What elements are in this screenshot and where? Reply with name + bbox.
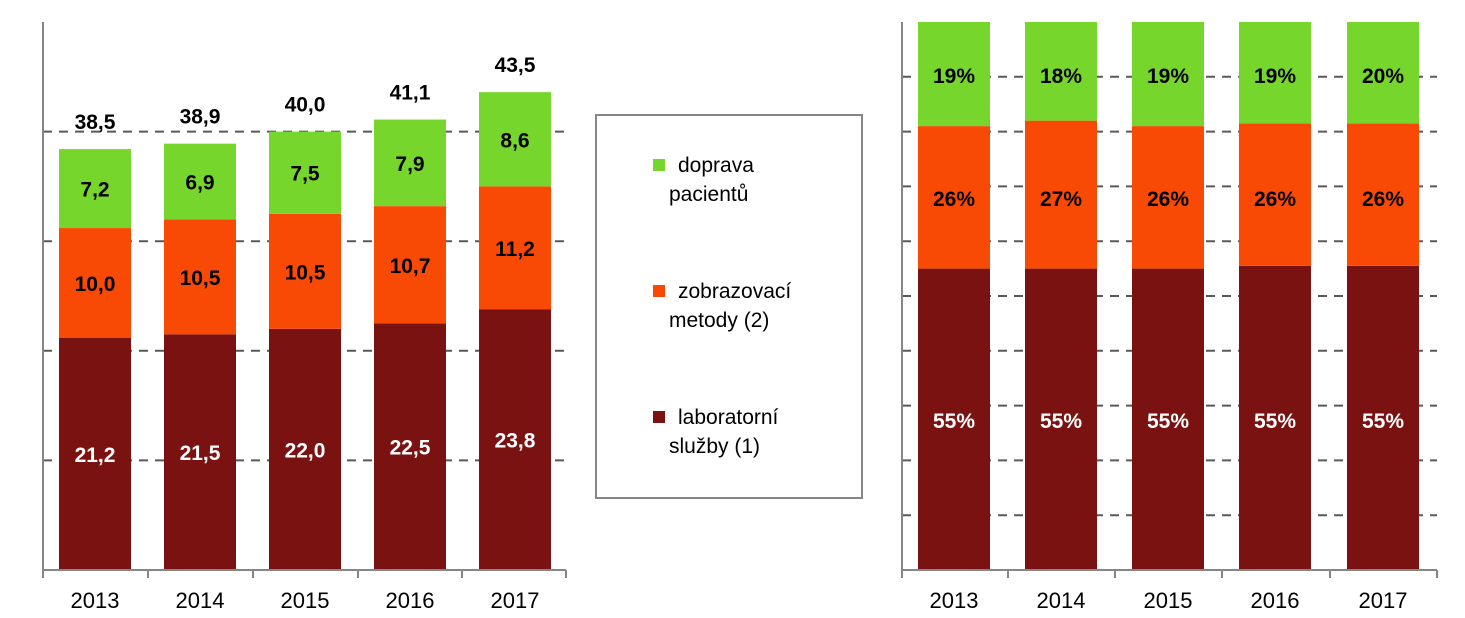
bar-segment-laboratorni xyxy=(479,309,551,570)
data-label-laboratorni: 21,2 xyxy=(75,444,116,467)
data-label-doprava: 18% xyxy=(1040,65,1082,88)
data-label-zobrazovaci: 26% xyxy=(1362,188,1404,211)
data-label-zobrazovaci: 11,2 xyxy=(495,238,535,261)
x-tick-label: 2013 xyxy=(71,588,120,613)
legend-label: pacientů xyxy=(669,183,748,206)
total-label: 43,5 xyxy=(495,54,536,77)
data-label-zobrazovaci: 10,7 xyxy=(390,255,431,278)
data-label-doprava: 6,9 xyxy=(185,171,214,194)
bar-segment-zobrazovaci xyxy=(479,186,551,310)
percent-stacked-bar-chart: 55% 26% 19% 2013 55% 27% 18% 2014 55% 26% 19% 2015 5… xyxy=(901,22,1438,613)
x-tick-label: 2017 xyxy=(491,588,540,613)
data-label-doprava: 19% xyxy=(1254,65,1296,88)
bar-segment-laboratorni xyxy=(1239,265,1311,570)
legend-swatch-doprava xyxy=(653,159,665,171)
data-label-doprava: 20% xyxy=(1362,65,1404,88)
data-label-laboratorni: 22,5 xyxy=(390,437,431,460)
x-tick-label: 2015 xyxy=(281,588,330,613)
data-label-laboratorni: 55% xyxy=(1040,410,1082,433)
bar-segment-doprava xyxy=(1347,22,1419,124)
data-label-laboratorni: 22,0 xyxy=(285,439,326,462)
legend: doprava pacientů zobrazovací metody (2) labo… xyxy=(595,114,863,499)
total-label: 38,5 xyxy=(75,111,116,134)
data-label-laboratorni: 23,8 xyxy=(495,430,536,453)
data-label-laboratorni: 55% xyxy=(1362,410,1404,433)
total-label: 41,1 xyxy=(390,82,431,105)
x-tick-label: 2014 xyxy=(176,588,225,613)
bar-segment-doprava xyxy=(374,119,446,207)
bar-segment-zobrazovaci xyxy=(918,126,990,269)
data-label-doprava: 7,9 xyxy=(395,153,424,176)
x-tick-label: 2014 xyxy=(1037,588,1086,613)
legend-swatch-zobrazovaci xyxy=(653,285,665,297)
x-tick-label: 2016 xyxy=(386,588,435,613)
x-tick-label: 2015 xyxy=(1144,588,1193,613)
bar-segment-zobrazovaci xyxy=(59,228,131,338)
data-label-doprava: 19% xyxy=(1147,65,1189,88)
bar-segment-doprava xyxy=(1025,22,1097,121)
bar-segment-zobrazovaci xyxy=(1132,126,1204,269)
legend-box xyxy=(595,114,863,499)
data-label-laboratorni: 55% xyxy=(933,410,975,433)
data-label-zobrazovaci: 26% xyxy=(933,188,975,211)
bar-segment-zobrazovaci xyxy=(1025,120,1097,269)
legend-label: laboratorní xyxy=(678,406,779,429)
x-tick-label: 2017 xyxy=(1359,588,1408,613)
bar-segment-doprava xyxy=(164,143,236,220)
legend-label: služby (1) xyxy=(669,435,760,458)
bar-segment-laboratorni xyxy=(269,328,341,570)
absolute-stacked-bar-chart: 21,2 10,0 7,2 38,5 2013 21,5 10,5 6,9 38,9 2014 22… xyxy=(42,22,567,613)
data-label-zobrazovaci: 10,5 xyxy=(285,261,326,284)
bar-segment-zobrazovaci xyxy=(164,219,236,335)
bar-segment-doprava xyxy=(1239,22,1311,124)
bar-segment-zobrazovaci xyxy=(1347,123,1419,266)
data-label-zobrazovaci: 10,0 xyxy=(75,273,116,296)
data-label-doprava: 19% xyxy=(933,65,975,88)
bar-segment-zobrazovaci xyxy=(1239,123,1311,266)
legend-swatch-laboratorni xyxy=(653,411,665,423)
data-label-zobrazovaci: 26% xyxy=(1254,188,1296,211)
bar-segment-zobrazovaci xyxy=(374,206,446,324)
x-tick-label: 2013 xyxy=(930,588,979,613)
bar-segment-laboratorni xyxy=(1025,268,1097,570)
bar-segment-doprava xyxy=(59,149,131,229)
data-label-laboratorni: 55% xyxy=(1147,410,1189,433)
x-tick-label: 2016 xyxy=(1251,588,1300,613)
bar-segment-laboratorni xyxy=(1132,268,1204,570)
bar-segment-doprava xyxy=(1132,22,1204,127)
bar-segment-laboratorni xyxy=(59,337,131,570)
total-label: 40,0 xyxy=(285,94,326,117)
data-label-doprava: 7,5 xyxy=(290,163,320,186)
legend-label: zobrazovací xyxy=(678,280,791,303)
data-label-zobrazovaci: 26% xyxy=(1147,188,1189,211)
bar-segment-laboratorni xyxy=(374,323,446,570)
data-label-doprava: 8,6 xyxy=(500,129,529,152)
data-label-doprava: 7,2 xyxy=(80,179,109,202)
bar-segment-doprava xyxy=(918,22,990,127)
bar-segment-laboratorni xyxy=(918,268,990,570)
data-label-laboratorni: 55% xyxy=(1254,410,1296,433)
legend-label: metody (2) xyxy=(669,309,769,332)
bar-segment-laboratorni xyxy=(1347,265,1419,570)
bar-segment-doprava xyxy=(479,92,551,187)
bar-segment-zobrazovaci xyxy=(269,213,341,329)
data-label-zobrazovaci: 10,5 xyxy=(180,267,221,290)
bar-segment-doprava xyxy=(269,131,341,214)
data-label-laboratorni: 21,5 xyxy=(180,442,221,465)
legend-label: doprava xyxy=(678,154,754,177)
data-label-zobrazovaci: 27% xyxy=(1040,188,1082,211)
total-label: 38,9 xyxy=(180,106,221,129)
bar-segment-laboratorni xyxy=(164,334,236,570)
